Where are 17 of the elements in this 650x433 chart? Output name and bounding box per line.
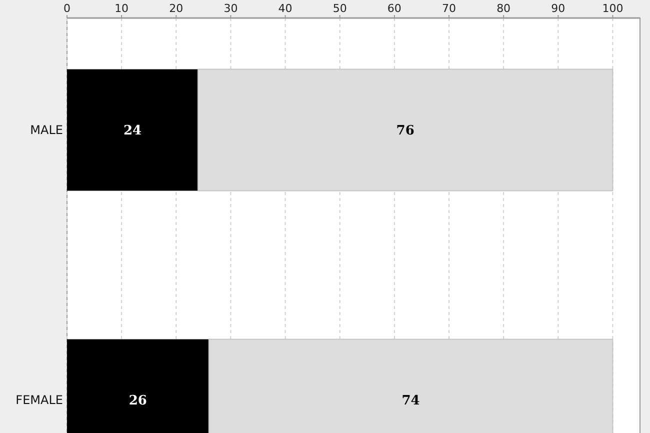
data-label: 26: [128, 394, 147, 409]
x-tick-label: 10: [114, 2, 129, 15]
y-tick-label: MALE: [30, 123, 63, 138]
x-tick-label: 90: [551, 2, 566, 15]
x-tick-label: 50: [332, 2, 347, 15]
x-tick-label: 70: [442, 2, 456, 15]
y-tick-label: FEMALE: [16, 393, 63, 408]
data-label: 24: [123, 124, 142, 139]
data-label: 74: [402, 394, 420, 409]
x-tick-label: 30: [224, 2, 238, 15]
x-tick-label: 40: [278, 2, 292, 15]
data-label: 76: [396, 124, 414, 139]
x-tick-label: 100: [602, 2, 624, 15]
x-tick-label: 60: [387, 2, 402, 15]
x-tick-label: 80: [496, 2, 511, 15]
x-tick-label: 20: [169, 2, 184, 15]
x-tick-label: 0: [64, 2, 70, 15]
